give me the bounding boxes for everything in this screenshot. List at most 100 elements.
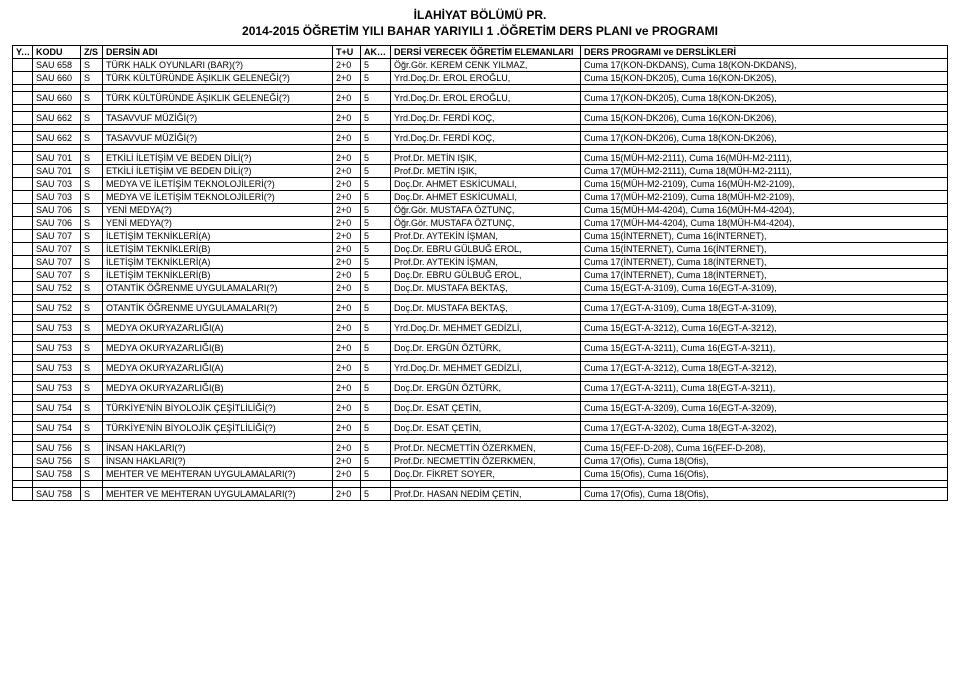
cell-akts: 5 bbox=[361, 442, 391, 455]
cell-kodu: SAU 707 bbox=[33, 243, 81, 256]
table-row: SAU 753SMEDYA OKURYAZARLIĞI(A)2+05Yrd.Do… bbox=[13, 362, 948, 375]
cell-zs: S bbox=[81, 217, 103, 230]
cell-tu: 2+0 bbox=[333, 112, 361, 125]
cell-akts: 5 bbox=[361, 362, 391, 375]
cell-yy bbox=[13, 72, 33, 85]
table-row: SAU 706SYENİ MEDYA(?)2+05Öğr.Gör. MUSTAF… bbox=[13, 217, 948, 230]
cell-kodu: SAU 752 bbox=[33, 282, 81, 295]
table-header-row: Y.Y. KODU Z/S DERSİN ADI T+U AKTS DERSİ … bbox=[13, 46, 948, 59]
table-row: SAU 754STÜRKİYE'NİN BİYOLOJİK ÇEŞİTLİLİĞ… bbox=[13, 422, 948, 435]
cell-tu: 2+0 bbox=[333, 256, 361, 269]
cell-ders: İNSAN HAKLARI(?) bbox=[103, 442, 333, 455]
cell-elem: Prof.Dr. AYTEKİN İŞMAN, bbox=[391, 256, 581, 269]
cell-akts: 5 bbox=[361, 302, 391, 315]
cell-tu: 2+0 bbox=[333, 165, 361, 178]
table-row: SAU 707SİLETİŞİM TEKNİKLERİ(A)2+05Prof.D… bbox=[13, 256, 948, 269]
cell-elem: Yrd.Doç.Dr. EROL EROĞLU, bbox=[391, 72, 581, 85]
cell-prog: Cuma 17(EGT-A-3211), Cuma 18(EGT-A-3211)… bbox=[581, 382, 948, 395]
cell-yy bbox=[13, 422, 33, 435]
cell-yy bbox=[13, 243, 33, 256]
cell-prog: Cuma 17(KON-DK206), Cuma 18(KON-DK206), bbox=[581, 132, 948, 145]
title-line-1: İLAHİYAT BÖLÜMÜ PR. bbox=[12, 8, 948, 24]
cell-elem: Yrd.Doç.Dr. MEHMET GEDİZLİ, bbox=[391, 322, 581, 335]
cell-elem: Doç.Dr. FİKRET SOYER, bbox=[391, 468, 581, 481]
cell-ders: MEDYA OKURYAZARLIĞI(B) bbox=[103, 342, 333, 355]
cell-elem: Yrd.Doç.Dr. FERDİ KOÇ, bbox=[391, 132, 581, 145]
cell-kodu: SAU 660 bbox=[33, 92, 81, 105]
cell-yy bbox=[13, 402, 33, 415]
cell-elem: Doç.Dr. MUSTAFA BEKTAŞ, bbox=[391, 282, 581, 295]
cell-kodu: SAU 662 bbox=[33, 132, 81, 145]
cell-tu: 2+0 bbox=[333, 442, 361, 455]
cell-yy bbox=[13, 191, 33, 204]
col-yy: Y.Y. bbox=[13, 46, 33, 59]
cell-elem: Doç.Dr. MUSTAFA BEKTAŞ, bbox=[391, 302, 581, 315]
table-row: SAU 707SİLETİŞİM TEKNİKLERİ(B)2+05Doç.Dr… bbox=[13, 269, 948, 282]
col-zs: Z/S bbox=[81, 46, 103, 59]
cell-tu: 2+0 bbox=[333, 322, 361, 335]
cell-kodu: SAU 756 bbox=[33, 455, 81, 468]
cell-akts: 5 bbox=[361, 322, 391, 335]
cell-elem: Yrd.Doç.Dr. FERDİ KOÇ, bbox=[391, 112, 581, 125]
cell-zs: S bbox=[81, 165, 103, 178]
cell-akts: 5 bbox=[361, 217, 391, 230]
cell-tu: 2+0 bbox=[333, 282, 361, 295]
table-row: SAU 701SETKİLİ İLETİŞİM VE BEDEN DİLİ(?)… bbox=[13, 165, 948, 178]
cell-zs: S bbox=[81, 468, 103, 481]
cell-zs: S bbox=[81, 342, 103, 355]
cell-yy bbox=[13, 282, 33, 295]
cell-zs: S bbox=[81, 204, 103, 217]
cell-zs: S bbox=[81, 422, 103, 435]
cell-kodu: SAU 703 bbox=[33, 178, 81, 191]
cell-elem: Doç.Dr. ERGÜN ÖZTÜRK, bbox=[391, 342, 581, 355]
cell-tu: 2+0 bbox=[333, 455, 361, 468]
cell-prog: Cuma 15(EGT-A-3211), Cuma 16(EGT-A-3211)… bbox=[581, 342, 948, 355]
cell-elem: Yrd.Doç.Dr. EROL EROĞLU, bbox=[391, 92, 581, 105]
cell-kodu: SAU 660 bbox=[33, 72, 81, 85]
cell-zs: S bbox=[81, 488, 103, 501]
cell-zs: S bbox=[81, 362, 103, 375]
cell-prog: Cuma 17(İNTERNET), Cuma 18(İNTERNET), bbox=[581, 256, 948, 269]
cell-tu: 2+0 bbox=[333, 230, 361, 243]
cell-zs: S bbox=[81, 442, 103, 455]
spacer-row bbox=[13, 125, 948, 132]
cell-yy bbox=[13, 342, 33, 355]
cell-kodu: SAU 706 bbox=[33, 204, 81, 217]
cell-ders: MEHTER VE MEHTERAN UYGULAMALARI(?) bbox=[103, 488, 333, 501]
cell-ders: İLETİŞİM TEKNİKLERİ(B) bbox=[103, 269, 333, 282]
spacer-row bbox=[13, 335, 948, 342]
cell-tu: 2+0 bbox=[333, 72, 361, 85]
cell-akts: 5 bbox=[361, 230, 391, 243]
cell-yy bbox=[13, 302, 33, 315]
table-row: SAU 753SMEDYA OKURYAZARLIĞI(A)2+05Yrd.Do… bbox=[13, 322, 948, 335]
cell-zs: S bbox=[81, 256, 103, 269]
cell-kodu: SAU 758 bbox=[33, 468, 81, 481]
cell-akts: 5 bbox=[361, 382, 391, 395]
table-row: SAU 753SMEDYA OKURYAZARLIĞI(B)2+05Doç.Dr… bbox=[13, 382, 948, 395]
page-title: İLAHİYAT BÖLÜMÜ PR. 2014-2015 ÖĞRETİM YI… bbox=[12, 8, 948, 39]
cell-prog: Cuma 15(EGT-A-3209), Cuma 16(EGT-A-3209)… bbox=[581, 402, 948, 415]
cell-akts: 5 bbox=[361, 72, 391, 85]
cell-tu: 2+0 bbox=[333, 488, 361, 501]
cell-akts: 5 bbox=[361, 282, 391, 295]
spacer-row bbox=[13, 415, 948, 422]
cell-tu: 2+0 bbox=[333, 204, 361, 217]
cell-yy bbox=[13, 112, 33, 125]
table-row: SAU 758SMEHTER VE MEHTERAN UYGULAMALARI(… bbox=[13, 468, 948, 481]
cell-tu: 2+0 bbox=[333, 342, 361, 355]
cell-yy bbox=[13, 230, 33, 243]
cell-akts: 5 bbox=[361, 204, 391, 217]
cell-zs: S bbox=[81, 455, 103, 468]
cell-zs: S bbox=[81, 282, 103, 295]
table-row: SAU 756SİNSAN HAKLARI(?)2+05Prof.Dr. NEC… bbox=[13, 442, 948, 455]
cell-tu: 2+0 bbox=[333, 468, 361, 481]
cell-akts: 5 bbox=[361, 178, 391, 191]
title-line-2: 2014-2015 ÖĞRETİM YILI BAHAR YARIYILI 1 … bbox=[12, 24, 948, 40]
cell-yy bbox=[13, 382, 33, 395]
cell-kodu: SAU 707 bbox=[33, 230, 81, 243]
cell-elem: Yrd.Doç.Dr. MEHMET GEDİZLİ, bbox=[391, 362, 581, 375]
cell-akts: 5 bbox=[361, 256, 391, 269]
cell-elem: Prof.Dr. METİN IŞIK, bbox=[391, 165, 581, 178]
cell-zs: S bbox=[81, 243, 103, 256]
cell-tu: 2+0 bbox=[333, 152, 361, 165]
